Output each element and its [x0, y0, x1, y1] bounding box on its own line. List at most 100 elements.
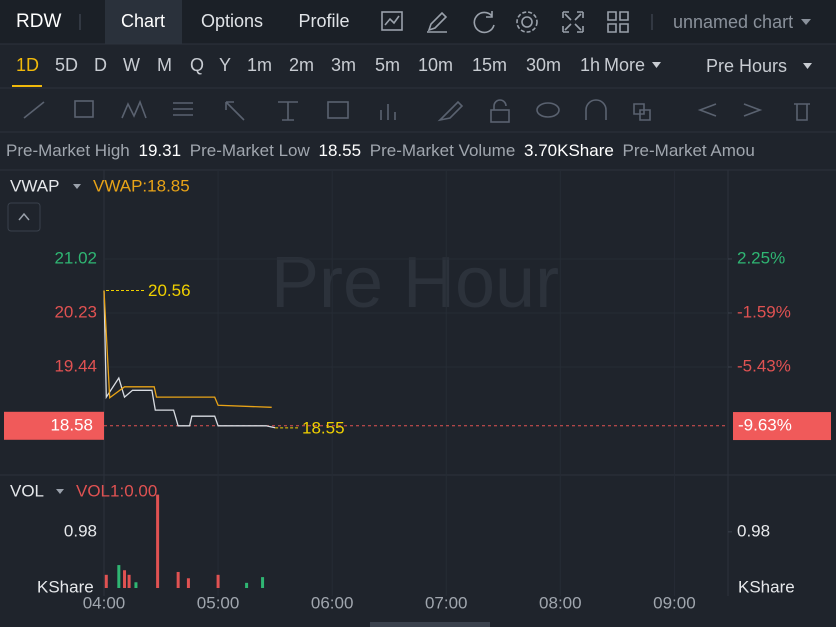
- period[interactable]: Q: [190, 55, 204, 75]
- indicator-value: VWAP:18.85: [93, 176, 190, 195]
- last-price-badge: [4, 411, 104, 440]
- period[interactable]: D: [94, 55, 107, 75]
- active-tab-bg: [105, 0, 182, 44]
- symbol: RDW: [16, 11, 61, 32]
- period[interactable]: 5D: [55, 55, 78, 75]
- refresh-icon[interactable]: [473, 11, 495, 34]
- indicator-icon-line: [384, 15, 400, 26]
- draw-icon[interactable]: [427, 11, 448, 33]
- settings-icon[interactable]: [521, 16, 533, 28]
- tool-text[interactable]: [278, 101, 298, 121]
- y-tick-label: 19.44: [54, 357, 97, 376]
- indicator-caret[interactable]: [73, 184, 81, 189]
- session-select[interactable]: Pre Hours: [706, 56, 787, 76]
- stats-row: Pre-Market High 19.31 Pre-Market Low 18.…: [6, 141, 755, 160]
- low-label: 18.55: [302, 418, 345, 437]
- volume-bar: [245, 582, 249, 588]
- stat-label: Pre-Market High: [6, 141, 130, 160]
- volume-bar: [186, 578, 190, 588]
- layout-icon[interactable]: [607, 11, 629, 33]
- indicator-icon[interactable]: [381, 11, 403, 31]
- stat-label: Pre-Market Volume: [370, 141, 516, 160]
- period[interactable]: 10m: [418, 55, 453, 75]
- x-tick-label: 05:00: [197, 593, 240, 612]
- tab[interactable]: Options: [201, 11, 263, 31]
- tool-arrow[interactable]: [225, 101, 245, 121]
- volume-bar: [156, 494, 160, 588]
- tool-wave[interactable]: [121, 99, 147, 119]
- volume-tick-label: 0.98: [737, 521, 770, 540]
- top-icons: [381, 11, 629, 34]
- volume-caret[interactable]: [56, 489, 64, 494]
- period[interactable]: 5m: [375, 55, 400, 75]
- volume-bar: [127, 574, 131, 588]
- y2-tick-label: -1.59%: [737, 302, 791, 321]
- stat-value: 18.55: [319, 141, 362, 160]
- collapse-button[interactable]: [7, 202, 41, 232]
- collapse-chevron: [18, 212, 30, 221]
- volume-unit: KShare: [738, 577, 795, 596]
- y2-tick-label: 2.25%: [737, 248, 785, 267]
- volume-unit: KShare: [37, 577, 94, 596]
- tool-redo[interactable]: [743, 103, 763, 117]
- tool-bars[interactable]: [380, 104, 396, 120]
- stat-label: Pre-Market Amou: [623, 141, 755, 160]
- tool-fib[interactable]: [173, 102, 193, 116]
- tool-rect[interactable]: [74, 100, 94, 118]
- session-caret[interactable]: [803, 63, 812, 69]
- tool-magnet[interactable]: [585, 99, 607, 120]
- scrollbar[interactable]: [370, 622, 490, 627]
- last-change-badge: [733, 412, 831, 441]
- chart-name-caret[interactable]: [801, 19, 811, 25]
- period[interactable]: 3m: [331, 55, 356, 75]
- period[interactable]: M: [157, 55, 172, 75]
- period[interactable]: 2m: [289, 55, 314, 75]
- stat-value: 19.31: [139, 141, 182, 160]
- tool-delete[interactable]: [794, 103, 810, 121]
- tool-layers[interactable]: [633, 103, 651, 121]
- volume-bar: [261, 577, 265, 588]
- volume-bar: [123, 570, 127, 588]
- fullscreen-icon[interactable]: [562, 11, 584, 33]
- period[interactable]: 1D: [16, 55, 39, 75]
- volume-bar: [176, 571, 180, 588]
- tab[interactable]: Chart: [121, 11, 165, 31]
- tool-line[interactable]: [23, 101, 45, 119]
- x-tick-label: 07:00: [425, 593, 468, 612]
- last-price-label: 18.58: [50, 415, 93, 434]
- volume-bar: [117, 565, 121, 588]
- tool-eye[interactable]: [536, 102, 560, 118]
- period[interactable]: Y: [219, 55, 231, 75]
- period[interactable]: W: [123, 55, 140, 75]
- more-caret[interactable]: [652, 62, 661, 68]
- x-tick-label: 08:00: [539, 593, 582, 612]
- drawing-toolbar: [23, 99, 810, 123]
- period[interactable]: 1m: [247, 55, 272, 75]
- y-tick-label: 21.02: [54, 249, 97, 268]
- chart-name[interactable]: unnamed chart: [673, 12, 793, 32]
- tool-note[interactable]: [327, 101, 349, 119]
- settings-icon-ring: [516, 11, 538, 33]
- stat-value: 3.70KShare: [524, 141, 614, 160]
- period[interactable]: 15m: [472, 55, 507, 75]
- volume-name[interactable]: VOL: [10, 481, 44, 500]
- y-tick-label: 20.23: [54, 303, 97, 322]
- tool-pen[interactable]: [437, 100, 464, 122]
- x-tick-label: 04:00: [83, 593, 126, 612]
- tab[interactable]: Profile: [298, 11, 349, 31]
- period[interactable]: 30m: [526, 55, 561, 75]
- period[interactable]: 1h: [580, 55, 600, 75]
- volume-bar: [134, 582, 138, 588]
- tool-lock[interactable]: [490, 109, 510, 123]
- volume-bar: [216, 574, 220, 588]
- price-line: [103, 290, 276, 429]
- volume-value: VOL1:0.00: [76, 481, 157, 500]
- x-tick-label: 09:00: [653, 593, 696, 612]
- tool-undo[interactable]: [697, 103, 717, 117]
- tool-lock-top: [493, 99, 507, 110]
- stat-label: Pre-Market Low: [190, 141, 311, 160]
- more-periods[interactable]: More: [604, 55, 645, 75]
- indicator-name[interactable]: VWAP: [10, 176, 59, 195]
- last-change-label: -9.63%: [738, 416, 792, 435]
